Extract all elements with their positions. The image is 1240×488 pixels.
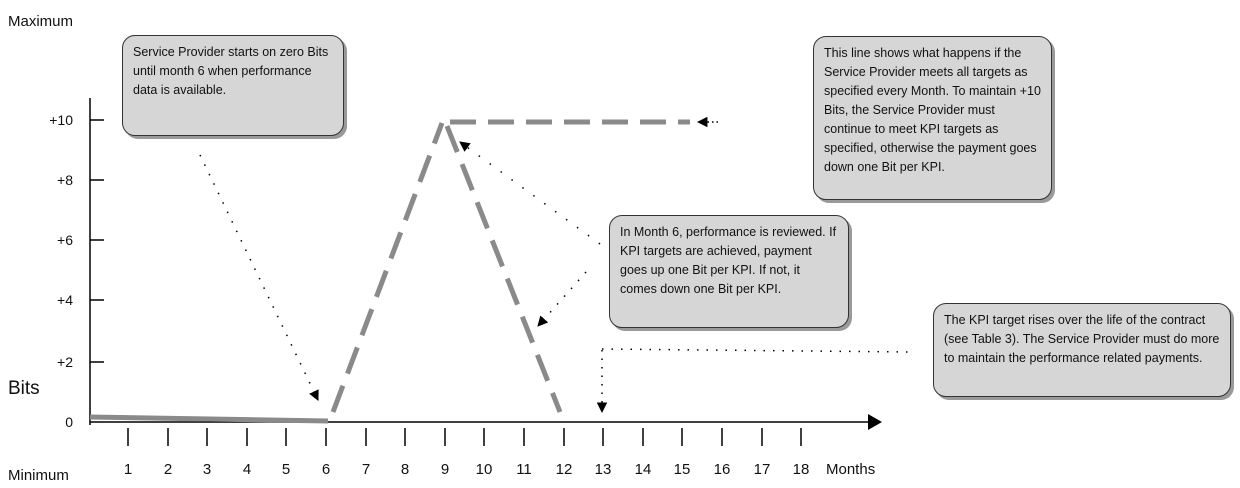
start-note-box: Service Provider starts on zero Bits unt… — [122, 35, 344, 136]
start-note-text: Service Provider starts on zero Bits unt… — [133, 45, 329, 97]
x-tick-label-11: 11 — [516, 461, 532, 478]
x-tick-label-13: 13 — [595, 461, 612, 478]
x-tick-label-4: 4 — [243, 461, 251, 478]
y-axis-title: Bits — [8, 378, 40, 399]
fall-dashed-line — [444, 125, 563, 413]
rise-dashed-line — [330, 122, 445, 413]
y-tick-label-2: +2 — [57, 354, 73, 370]
top-line-note-text: This line shows what happens if the Serv… — [824, 46, 1041, 174]
y-tick-label-4: +4 — [57, 292, 73, 308]
y-tick-label-6: +6 — [57, 232, 73, 248]
x-tick-label-5: 5 — [282, 461, 290, 478]
review-note-text: In Month 6, performance is reviewed. If … — [620, 225, 837, 296]
x-tick-label-3: 3 — [203, 461, 211, 478]
review-leader-lower — [537, 271, 587, 327]
kpi-target-dotted-line — [601, 348, 911, 353]
x-tick-label-10: 10 — [476, 461, 493, 478]
x-tick-label-7: 7 — [362, 461, 370, 478]
review-leader-upper — [459, 141, 601, 245]
kpi-target-note-box: The KPI target rises over the life of th… — [933, 303, 1231, 397]
x-tick-label-18: 18 — [793, 461, 810, 478]
top-line-note-box: This line shows what happens if the Serv… — [813, 36, 1052, 200]
y-bottom-label: Minimum — [8, 467, 69, 484]
x-tick-label-8: 8 — [401, 461, 409, 478]
y-tick-label-10: +10 — [49, 112, 73, 128]
x-tick-label-2: 2 — [164, 461, 172, 478]
x-tick-label-15: 15 — [674, 461, 691, 478]
x-tick-label-14: 14 — [635, 461, 652, 478]
x-tick-label-17: 17 — [754, 461, 771, 478]
x-axis-arrowhead — [868, 414, 882, 430]
x-tick-label-12: 12 — [556, 461, 573, 478]
y-tick-label-0: 0 — [65, 414, 73, 430]
x-tick-label-6: 6 — [322, 461, 330, 478]
x-tick-label-9: 9 — [441, 461, 449, 478]
x-ticks — [127, 428, 802, 446]
x-tick-label-1: 1 — [124, 461, 132, 478]
y-top-label: Maximum — [8, 13, 73, 30]
x-tick-label-16: 16 — [714, 461, 731, 478]
review-note-box: In Month 6, performance is reviewed. If … — [609, 215, 849, 328]
baseline-solid-line — [89, 414, 329, 424]
y-tick-label-8: +8 — [57, 172, 73, 188]
kpi-target-note-text: The KPI target rises over the life of th… — [944, 313, 1220, 365]
x-axis-title: Months — [826, 461, 875, 478]
start-note-leader — [199, 154, 319, 401]
